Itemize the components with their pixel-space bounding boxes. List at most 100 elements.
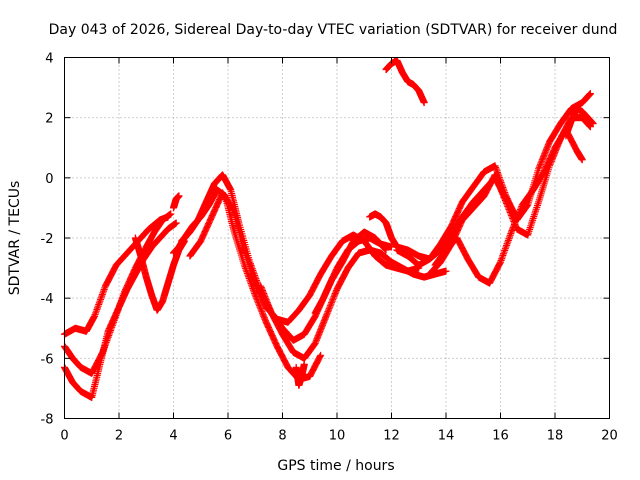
plus-marker <box>92 307 100 315</box>
plus-marker <box>255 300 263 308</box>
plus-marker <box>110 318 118 326</box>
plus-marker <box>317 351 325 359</box>
plus-marker <box>100 343 108 351</box>
plus-marker <box>244 271 252 279</box>
plus-marker <box>94 302 102 310</box>
plus-marker <box>172 219 180 227</box>
y-tick-label: 4 <box>45 52 53 67</box>
plus-marker <box>256 303 264 311</box>
plus-marker <box>99 289 107 297</box>
plus-marker <box>120 290 128 298</box>
plus-marker <box>96 297 104 305</box>
plus-marker <box>245 274 253 282</box>
plus-marker <box>255 302 263 310</box>
plus-marker <box>90 312 98 320</box>
plus-marker <box>248 281 256 289</box>
data-points <box>61 57 597 401</box>
plus-marker <box>259 309 267 317</box>
y-axis-label: SDTVAR / TECUs <box>7 181 23 296</box>
x-tick-label: 20 <box>601 429 618 444</box>
y-tick-label: -2 <box>41 232 54 247</box>
x-tick-label: 2 <box>115 429 123 444</box>
plus-marker <box>97 294 105 302</box>
plus-marker <box>110 317 118 325</box>
plus-marker <box>107 325 115 333</box>
plus-marker <box>260 312 268 320</box>
y-tick-label: -8 <box>41 413 54 428</box>
plus-marker <box>117 298 125 306</box>
plus-marker <box>102 340 110 348</box>
plus-marker <box>257 306 265 314</box>
plus-marker <box>99 348 107 356</box>
plus-marker <box>92 309 100 317</box>
x-tick-label: 16 <box>492 429 509 444</box>
plus-marker <box>104 333 112 341</box>
x-tick-label: 8 <box>278 429 286 444</box>
plus-marker <box>94 304 102 312</box>
plus-marker <box>164 213 172 221</box>
plus-marker <box>99 347 107 355</box>
x-tick-label: 12 <box>383 429 400 444</box>
x-tick-label: 18 <box>547 429 564 444</box>
plus-marker <box>112 312 120 320</box>
plus-marker <box>107 327 115 335</box>
plus-marker <box>102 338 110 346</box>
plus-marker <box>257 305 265 313</box>
x-tick-label: 14 <box>438 429 455 444</box>
y-tick-label: 0 <box>45 172 53 187</box>
plus-marker <box>117 297 125 305</box>
plus-marker <box>246 276 254 284</box>
plus-marker <box>254 297 262 305</box>
x-tick-label: 0 <box>60 429 68 444</box>
plus-marker <box>250 288 258 296</box>
series-track-2 <box>61 210 175 377</box>
plus-marker <box>258 308 266 316</box>
plus-marker <box>103 337 111 345</box>
x-tick-label: 6 <box>224 429 232 444</box>
chart-title: Day 043 of 2026, Sidereal Day-to-day VTE… <box>49 22 618 38</box>
plus-marker <box>100 287 108 295</box>
plus-marker <box>113 310 121 318</box>
plus-marker <box>98 290 106 298</box>
plus-marker <box>316 352 324 360</box>
plus-marker <box>260 314 268 322</box>
plus-marker <box>98 292 106 300</box>
x-tick-label: 10 <box>329 429 346 444</box>
plus-marker <box>108 323 116 331</box>
x-tick-label: 4 <box>169 429 177 444</box>
y-tick-label: 2 <box>45 112 53 127</box>
x-axis-label: GPS time / hours <box>277 458 394 474</box>
plus-marker <box>261 315 269 323</box>
plus-marker <box>115 303 123 311</box>
plus-marker <box>101 342 109 350</box>
plus-marker <box>109 320 117 328</box>
plus-marker <box>95 301 103 309</box>
plus-marker <box>113 308 121 316</box>
plus-marker <box>100 285 108 293</box>
y-tick-label: -6 <box>41 352 54 367</box>
plus-marker <box>100 345 108 353</box>
plus-marker <box>119 293 127 301</box>
plus-marker <box>108 322 116 330</box>
plus-marker <box>116 302 124 310</box>
plus-marker <box>93 306 101 314</box>
plus-marker <box>95 299 103 307</box>
plus-marker <box>111 313 119 321</box>
plus-marker <box>105 330 113 338</box>
plus-marker <box>114 305 122 313</box>
plus-marker <box>116 300 124 308</box>
plus-marker <box>119 291 127 299</box>
plus-marker <box>91 311 99 319</box>
plus-marker <box>118 295 126 303</box>
plus-marker <box>105 332 113 340</box>
plus-marker <box>106 328 114 336</box>
y-tick-label: -4 <box>41 292 54 307</box>
plus-marker <box>97 296 105 304</box>
plus-marker <box>111 315 119 323</box>
plus-marker <box>245 273 253 281</box>
plus-marker <box>114 307 122 315</box>
plus-marker <box>254 299 262 307</box>
plus-marker <box>103 335 111 343</box>
